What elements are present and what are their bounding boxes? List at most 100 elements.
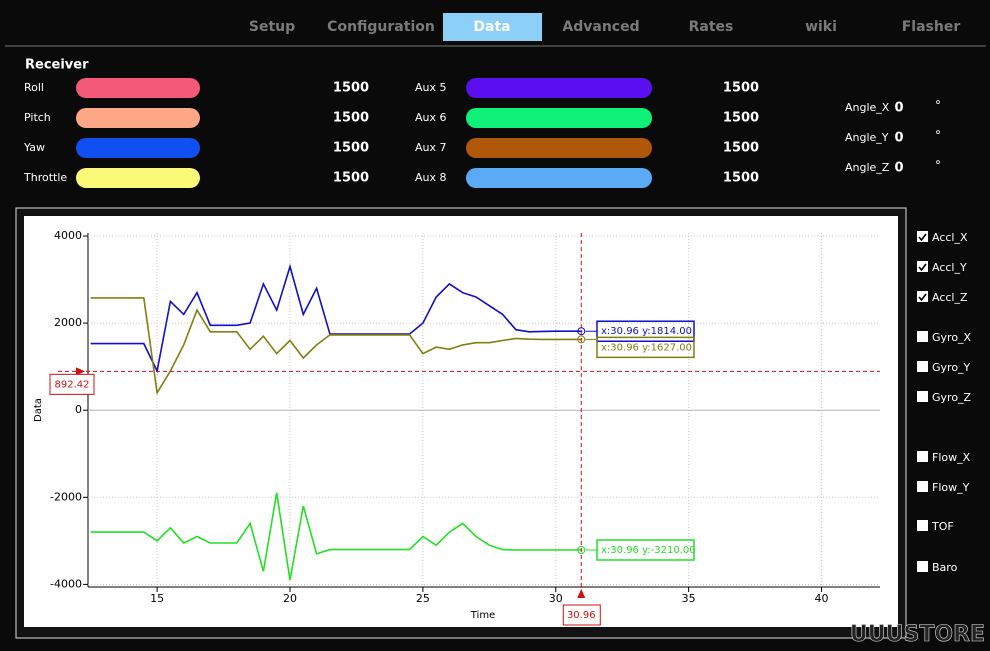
checkbox-label[interactable]: Gyro_X <box>932 331 972 344</box>
angle-value: 0 <box>894 161 903 176</box>
y-tick-label: -2000 <box>50 490 82 503</box>
checkbox[interactable] <box>917 261 928 272</box>
checkbox-label[interactable]: Accl_Z <box>932 291 968 304</box>
y-tick-label: -4000 <box>50 577 82 590</box>
tab[interactable]: Advanced <box>562 19 639 35</box>
y-axis-label: Data <box>33 398 44 422</box>
checkbox[interactable] <box>917 481 928 492</box>
checkbox[interactable] <box>917 331 928 342</box>
x-tick-label: 35 <box>682 592 696 605</box>
cursor-point <box>577 335 586 344</box>
checkbox-label[interactable]: Flow_X <box>932 451 971 464</box>
tab[interactable]: Flasher <box>902 19 961 35</box>
x-tick-label: 15 <box>150 592 164 605</box>
checkbox-label[interactable]: Gyro_Z <box>932 391 972 404</box>
checkbox[interactable] <box>917 361 928 372</box>
active-tab <box>443 13 542 41</box>
series-line <box>90 492 583 581</box>
channel-label: Pitch <box>24 111 51 124</box>
x-tick-label: 25 <box>416 592 430 605</box>
tab[interactable]: wiki <box>805 19 837 35</box>
series-line <box>90 263 583 374</box>
check-mark <box>918 293 927 302</box>
tab[interactable]: Data <box>473 19 510 35</box>
channel-value: 1500 <box>333 81 369 96</box>
channel-label: Aux 7 <box>415 141 447 154</box>
tab[interactable]: Setup <box>249 19 295 35</box>
angle-label: Angle_Z <box>845 161 890 174</box>
channel-bar <box>466 78 652 98</box>
checkbox[interactable] <box>917 291 928 302</box>
y-cursor-box <box>49 373 95 395</box>
tooltip-label: x:30.96 y:1627.00 <box>601 342 692 353</box>
tooltip-label: x:30.96 y:-3210.00 <box>601 545 696 556</box>
tooltip-box <box>596 320 695 342</box>
watermark: UUUSTORE <box>850 622 985 647</box>
tab[interactable]: Rates <box>689 19 734 35</box>
check-mark <box>918 233 927 242</box>
channel-value: 1500 <box>333 111 369 126</box>
channel-label: Aux 6 <box>415 111 447 124</box>
channel-bar <box>76 138 200 158</box>
tooltip-box <box>596 539 695 561</box>
x-tick-label: 40 <box>815 592 829 605</box>
channel-label: Throttle <box>23 171 67 184</box>
y-tick-label: 0 <box>75 403 82 416</box>
channel-value: 1500 <box>333 171 369 186</box>
channel-bar <box>466 108 652 128</box>
angle-unit: ° <box>935 99 941 113</box>
checkbox[interactable] <box>917 451 928 462</box>
x-cursor-box <box>562 604 601 626</box>
y-cursor-arrow <box>76 367 85 376</box>
channel-label: Aux 5 <box>415 81 447 94</box>
channel-value: 1500 <box>333 141 369 156</box>
channel-label: Roll <box>24 81 44 94</box>
tab[interactable]: Configuration <box>327 19 435 35</box>
channel-bar <box>466 138 652 158</box>
y-cursor-label: 892.42 <box>55 379 90 390</box>
angle-unit: ° <box>935 129 941 143</box>
channel-bar <box>76 108 200 128</box>
checkbox[interactable] <box>917 231 928 242</box>
y-tick-label: 4000 <box>54 229 82 242</box>
receiver-title: Receiver <box>25 58 89 73</box>
checkbox[interactable] <box>917 561 928 572</box>
cursor-point <box>577 327 586 336</box>
checkbox[interactable] <box>917 391 928 402</box>
channel-value: 1500 <box>723 111 759 126</box>
angle-label: Angle_X <box>845 101 890 114</box>
checkbox[interactable] <box>917 520 928 531</box>
x-axis-label: Time <box>470 610 495 621</box>
checkbox-label[interactable]: Accl_Y <box>932 261 967 274</box>
tooltip-label: x:30.96 y:1814.00 <box>601 326 692 337</box>
channel-value: 1500 <box>723 141 759 156</box>
x-cursor-arrow <box>577 589 586 598</box>
x-tick-label: 20 <box>283 592 297 605</box>
checkbox-label[interactable]: Flow_Y <box>932 481 970 494</box>
series-line <box>90 297 583 396</box>
channel-bar <box>466 168 652 188</box>
tooltip-box <box>596 336 695 359</box>
checkbox-label[interactable]: TOF <box>931 520 954 533</box>
angle-unit: ° <box>935 159 941 173</box>
channel-label: Yaw <box>23 141 45 154</box>
x-cursor-label: 30.96 <box>567 610 596 621</box>
channel-value: 1500 <box>723 171 759 186</box>
angle-value: 0 <box>894 101 903 116</box>
x-tick-label: 30 <box>549 592 563 605</box>
checkbox-label[interactable]: Accl_X <box>932 231 968 244</box>
chart-panel <box>24 216 898 627</box>
checkbox-label[interactable]: Gyro_Y <box>932 361 971 374</box>
channel-bar <box>76 78 200 98</box>
y-tick-label: 2000 <box>54 316 82 329</box>
angle-value: 0 <box>894 131 903 146</box>
channel-label: Aux 8 <box>415 171 447 184</box>
checkbox-label[interactable]: Baro <box>932 561 958 574</box>
angle-label: Angle_Y <box>845 131 889 144</box>
channel-value: 1500 <box>723 81 759 96</box>
cursor-point <box>577 545 586 554</box>
check-mark <box>918 263 927 272</box>
channel-bar <box>76 168 200 188</box>
